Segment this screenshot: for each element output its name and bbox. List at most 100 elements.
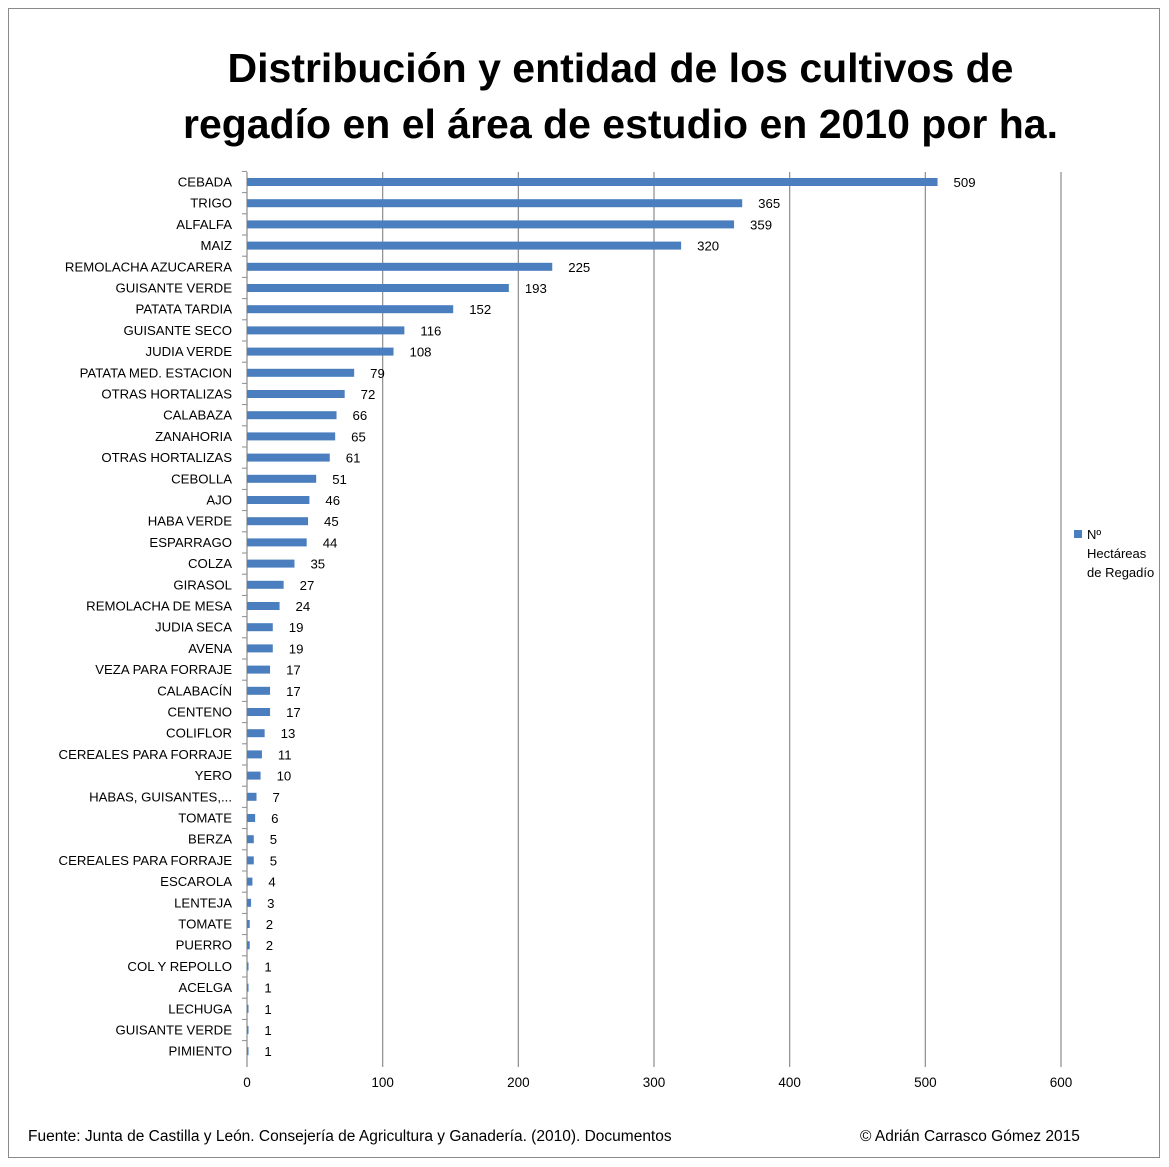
data-label: 72 xyxy=(361,387,376,402)
bar xyxy=(247,178,938,186)
x-tick-label: 100 xyxy=(371,1075,394,1090)
category-label: REMOLACHA AZUCARERA xyxy=(65,259,232,274)
category-label: CEBOLLA xyxy=(171,471,232,486)
data-label: 17 xyxy=(286,684,301,699)
chart-title-line-1: Distribución y entidad de los cultivos d… xyxy=(227,45,1014,91)
legend: Nº Hectáreas de Regadío xyxy=(1074,525,1169,582)
bar xyxy=(247,898,252,907)
data-label: 13 xyxy=(281,726,296,741)
bar xyxy=(247,686,271,695)
bar xyxy=(247,814,256,822)
legend-line-2: Hectáreas xyxy=(1087,546,1147,561)
data-label: 46 xyxy=(325,493,340,508)
category-label: GIRASOL xyxy=(173,577,232,592)
bar xyxy=(247,983,249,992)
category-label: TOMATE xyxy=(178,917,232,932)
data-label: 509 xyxy=(954,175,976,190)
bar xyxy=(247,220,735,229)
category-label: GUISANTE SECO xyxy=(124,323,232,338)
data-label: 1 xyxy=(264,981,271,996)
bar xyxy=(247,1004,249,1013)
category-label: VEZA PARA FORRAJE xyxy=(95,662,232,677)
category-label: JUDIA SECA xyxy=(155,620,232,635)
bar xyxy=(247,347,394,356)
data-label: 11 xyxy=(278,747,292,762)
category-label: CEREALES PARA FORRAJE xyxy=(59,747,233,762)
data-label: 45 xyxy=(324,514,339,529)
category-label: YERO xyxy=(195,768,232,783)
bar xyxy=(247,453,330,462)
bar xyxy=(247,559,295,568)
bar xyxy=(247,920,250,928)
chart-title-line-2: regadío en el área de estudio en 2010 po… xyxy=(183,101,1058,147)
category-label: PATATA MED. ESTACION xyxy=(80,365,232,380)
category-label: AVENA xyxy=(188,641,232,656)
data-label: 116 xyxy=(420,323,441,338)
bar xyxy=(247,623,273,632)
x-tick-label: 500 xyxy=(914,1075,937,1090)
category-label: BERZA xyxy=(188,832,232,847)
bar xyxy=(247,835,254,844)
bar xyxy=(247,517,309,526)
y-axis xyxy=(242,170,248,1062)
data-label: 225 xyxy=(568,260,590,275)
value-labels: 5093653593202251931521161087972666561514… xyxy=(264,175,975,1059)
data-label: 1 xyxy=(264,1044,271,1059)
data-label: 5 xyxy=(270,832,277,847)
bar xyxy=(247,368,355,377)
data-label: 6 xyxy=(271,811,278,826)
chart-title: Distribución y entidad de los cultivos d… xyxy=(0,40,1169,152)
category-label: PIMIENTO xyxy=(168,1044,232,1059)
category-label: CALABAZA xyxy=(163,408,232,423)
data-label: 19 xyxy=(289,641,304,656)
bar xyxy=(247,602,280,610)
data-label: 61 xyxy=(346,451,361,466)
legend-line-3: de Regadío xyxy=(1087,565,1155,580)
bar xyxy=(247,390,345,398)
bar xyxy=(247,262,553,271)
data-label: 365 xyxy=(758,196,780,211)
bar xyxy=(247,1047,249,1056)
legend-swatch xyxy=(1074,530,1082,538)
bars xyxy=(247,178,938,1056)
category-label: JUDIA VERDE xyxy=(146,344,233,359)
data-label: 108 xyxy=(410,345,432,360)
data-label: 1 xyxy=(264,1023,271,1038)
legend-label: Nº Hectáreas de Regadío xyxy=(1074,525,1169,582)
category-label: PATATA TARDIA xyxy=(136,302,233,317)
bar xyxy=(247,580,284,589)
category-label: TRIGO xyxy=(190,196,232,211)
grid-lines xyxy=(382,172,1062,1062)
category-label: COL Y REPOLLO xyxy=(127,959,232,974)
bar xyxy=(247,326,405,335)
category-label: CEBADA xyxy=(178,175,232,190)
data-label: 65 xyxy=(351,429,366,444)
bar xyxy=(247,665,271,674)
bar xyxy=(247,1026,249,1034)
category-label: GUISANTE VERDE xyxy=(115,281,232,296)
data-label: 17 xyxy=(286,705,301,720)
bar xyxy=(247,241,682,250)
category-label: ZANAHORIA xyxy=(155,429,232,444)
data-label: 5 xyxy=(270,853,277,868)
x-tick-labels: 0 100 200 300 400 500 600 xyxy=(243,1062,1072,1090)
data-label: 79 xyxy=(370,366,385,381)
bar xyxy=(247,877,253,886)
category-label: MAIZ xyxy=(200,238,232,253)
data-label: 44 xyxy=(323,535,338,550)
data-label: 4 xyxy=(268,875,275,890)
source-note: Fuente: Junta de Castilla y León. Consej… xyxy=(28,1128,672,1145)
bar xyxy=(247,199,743,208)
bar xyxy=(247,729,265,738)
bar xyxy=(247,644,273,653)
data-label: 7 xyxy=(272,790,279,805)
bar xyxy=(247,792,257,801)
bar xyxy=(247,708,271,716)
bar xyxy=(247,474,317,483)
bar xyxy=(247,411,337,420)
category-label: AJO xyxy=(206,493,232,508)
category-label: CENTENO xyxy=(168,705,232,720)
bar xyxy=(247,496,310,504)
x-tick-label: 600 xyxy=(1050,1075,1073,1090)
category-label: ACELGA xyxy=(178,980,232,995)
